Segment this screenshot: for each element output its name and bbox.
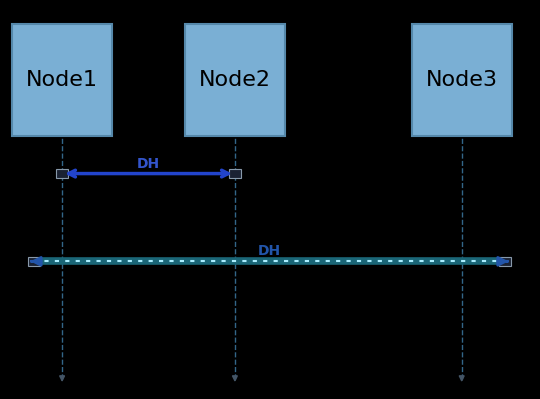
Text: DH: DH	[258, 244, 281, 259]
FancyBboxPatch shape	[499, 257, 511, 266]
FancyBboxPatch shape	[28, 257, 40, 266]
FancyBboxPatch shape	[229, 169, 241, 178]
FancyBboxPatch shape	[185, 24, 285, 136]
Text: Node1: Node1	[26, 70, 98, 90]
FancyBboxPatch shape	[412, 24, 512, 136]
Text: Node3: Node3	[426, 70, 498, 90]
Text: DH: DH	[137, 156, 160, 171]
Text: Node2: Node2	[199, 70, 271, 90]
FancyBboxPatch shape	[56, 169, 68, 178]
FancyBboxPatch shape	[12, 24, 112, 136]
